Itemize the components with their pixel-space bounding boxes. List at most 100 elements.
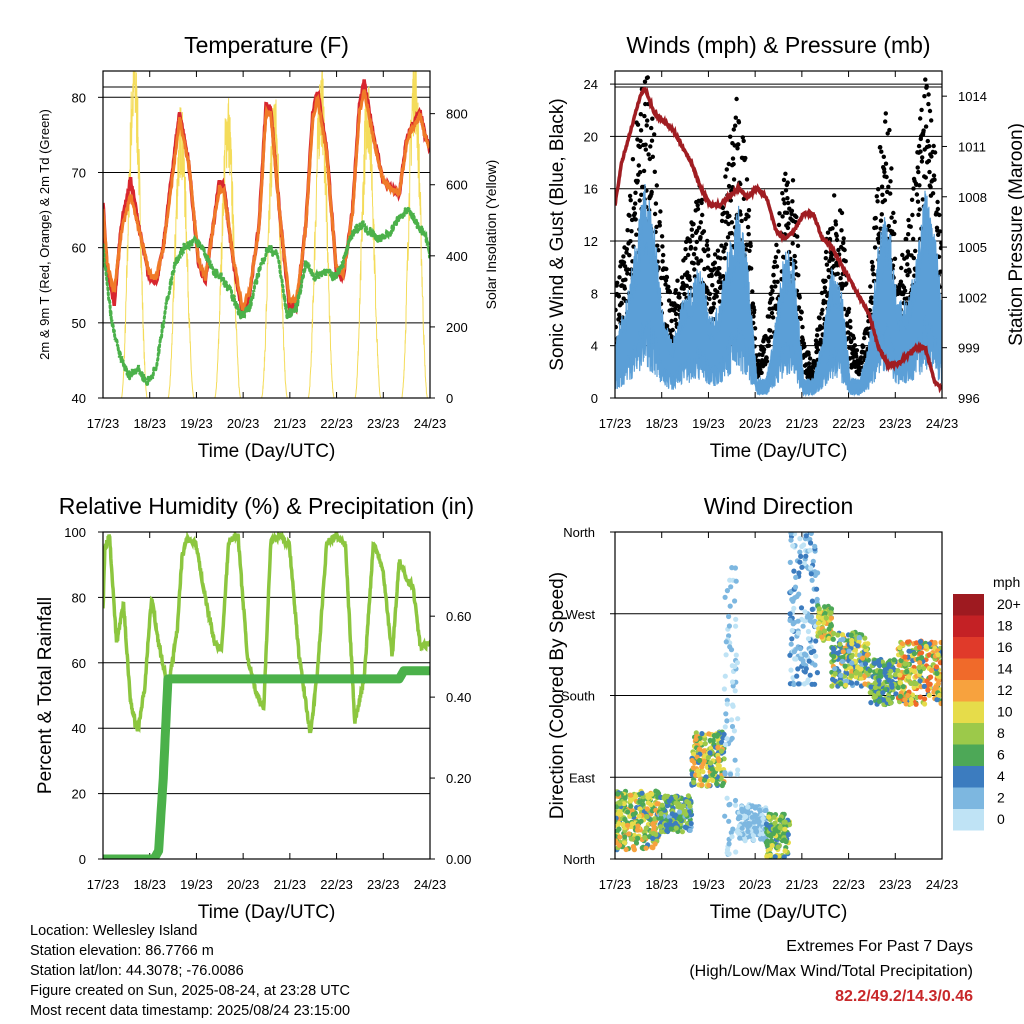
x-axis-label: Time (Day/UTC) bbox=[198, 902, 336, 923]
gust-point bbox=[695, 206, 701, 212]
direction-point bbox=[672, 794, 679, 800]
direction-point bbox=[690, 765, 696, 771]
direction-point bbox=[715, 744, 721, 751]
direction-point bbox=[633, 793, 639, 800]
direction-point bbox=[893, 691, 899, 697]
direction-point bbox=[865, 641, 871, 647]
y-tick-label: 8 bbox=[591, 286, 598, 301]
gust-point bbox=[635, 122, 641, 127]
direction-point bbox=[691, 751, 697, 757]
direction-point bbox=[876, 678, 882, 684]
y-tick-label: North bbox=[563, 525, 595, 540]
direction-point bbox=[658, 811, 664, 817]
plot-frame bbox=[614, 531, 943, 860]
gust-point bbox=[733, 115, 738, 120]
gust-point bbox=[923, 77, 928, 82]
figure-created: Figure created on Sun, 2025-08-24, at 23… bbox=[30, 983, 350, 999]
direction-point bbox=[732, 797, 739, 804]
direction-point bbox=[924, 678, 930, 684]
gust-point bbox=[879, 149, 884, 154]
direction-point bbox=[831, 647, 837, 653]
gust-point bbox=[806, 361, 812, 366]
direction-point bbox=[739, 825, 745, 831]
direction-point bbox=[808, 565, 814, 571]
direction-point bbox=[868, 700, 874, 706]
direction-point bbox=[712, 733, 718, 739]
gust-point bbox=[823, 249, 829, 255]
gust-point bbox=[738, 212, 743, 217]
gust-point bbox=[682, 291, 687, 297]
direction-point bbox=[792, 656, 798, 662]
gust-point bbox=[776, 249, 781, 254]
plot-area bbox=[103, 71, 430, 398]
gust-point bbox=[820, 307, 825, 313]
gust-point bbox=[934, 210, 939, 215]
series-solar bbox=[103, 71, 430, 398]
direction-point bbox=[813, 653, 819, 659]
chart-title: Wind Direction bbox=[704, 493, 854, 519]
gust-point bbox=[664, 323, 670, 329]
gust-point bbox=[883, 119, 888, 124]
direction-point bbox=[737, 835, 743, 841]
y-tick-label: 40 bbox=[72, 391, 86, 406]
y-right-tick-label: 1005 bbox=[958, 240, 987, 255]
gust-point bbox=[798, 316, 803, 321]
gust-point bbox=[704, 243, 710, 248]
direction-point bbox=[896, 662, 902, 668]
direction-point bbox=[819, 634, 825, 640]
direction-point bbox=[928, 667, 935, 674]
series-precipitation bbox=[103, 666, 430, 859]
direction-point bbox=[872, 684, 879, 691]
gust-point bbox=[901, 285, 907, 290]
gust-point bbox=[916, 169, 921, 175]
gust-point bbox=[638, 112, 643, 117]
y-tick-label: 40 bbox=[72, 721, 86, 736]
direction-point bbox=[857, 671, 863, 678]
gust-point bbox=[649, 138, 655, 143]
direction-point bbox=[617, 801, 623, 807]
direction-point bbox=[842, 663, 848, 669]
y-tick-label: 80 bbox=[72, 90, 86, 105]
colorbar-label: 20+ bbox=[997, 596, 1021, 612]
direction-point bbox=[875, 658, 882, 664]
gust-point bbox=[774, 264, 780, 269]
direction-point bbox=[882, 667, 888, 673]
direction-point bbox=[729, 834, 735, 840]
direction-point bbox=[848, 632, 854, 638]
chart-title: Relative Humidity (%) & Precipitation (i… bbox=[59, 493, 474, 519]
direction-point bbox=[732, 565, 739, 571]
direction-point bbox=[756, 819, 762, 825]
series-9m-t bbox=[103, 89, 430, 313]
direction-point bbox=[797, 646, 803, 652]
gust-point bbox=[628, 198, 633, 203]
direction-point bbox=[787, 559, 793, 566]
gust-point bbox=[879, 184, 885, 189]
gust-point bbox=[827, 236, 833, 242]
direction-point bbox=[911, 651, 918, 657]
gust-point bbox=[722, 245, 727, 251]
gust-point bbox=[731, 177, 737, 182]
gust-point bbox=[916, 212, 921, 217]
y-tick-label: 100 bbox=[64, 525, 86, 540]
gust-point bbox=[910, 212, 915, 218]
direction-point bbox=[638, 818, 644, 824]
direction-point bbox=[722, 742, 729, 748]
gust-point bbox=[715, 248, 721, 253]
panel-humidity: Relative Humidity (%) & Precipitation (i… bbox=[35, 493, 474, 923]
gust-point bbox=[783, 171, 788, 176]
gust-point bbox=[819, 311, 824, 316]
gust-point bbox=[848, 318, 853, 324]
extremes-title: Extremes For Past 7 Days bbox=[786, 938, 973, 955]
direction-point bbox=[739, 806, 745, 812]
direction-point bbox=[734, 771, 741, 777]
gust-point bbox=[817, 316, 822, 321]
direction-point bbox=[897, 680, 903, 686]
gust-point bbox=[638, 138, 643, 144]
gust-point bbox=[615, 280, 620, 285]
gust-point bbox=[747, 248, 752, 253]
direction-point bbox=[928, 674, 934, 680]
direction-point bbox=[905, 639, 911, 645]
direction-point bbox=[617, 834, 623, 840]
direction-point bbox=[746, 810, 752, 816]
direction-point bbox=[766, 814, 772, 820]
